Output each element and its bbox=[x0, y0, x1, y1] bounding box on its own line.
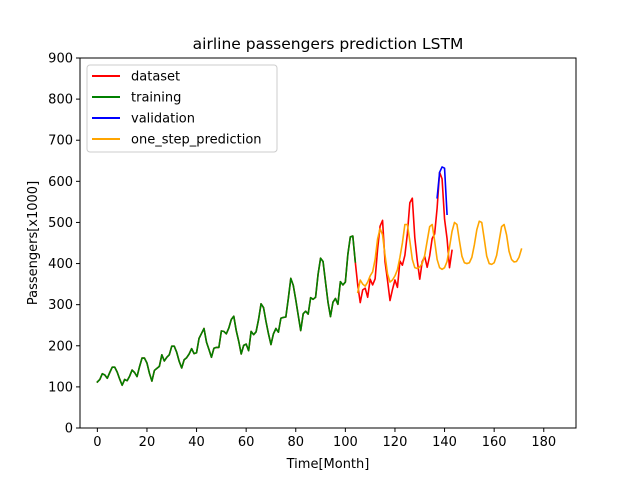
y-tick-label: 300 bbox=[48, 298, 73, 313]
legend-label-dataset: dataset bbox=[131, 70, 180, 85]
series-line-one-step-prediction bbox=[356, 220, 523, 294]
x-tick-label: 160 bbox=[482, 435, 507, 450]
series-layer bbox=[96, 166, 523, 387]
legend-label-training: training bbox=[131, 91, 181, 106]
y-tick-label: 200 bbox=[48, 339, 73, 354]
plot-frame bbox=[79, 57, 577, 429]
y-axis-label: Passengers[x1000] bbox=[26, 181, 41, 305]
chart-title: airline passengers prediction LSTM bbox=[193, 35, 464, 53]
legend-label-validation: validation bbox=[131, 112, 195, 127]
x-tick-label: 20 bbox=[139, 435, 156, 450]
y-axis: 0 100 200 300 400 500 600 700 800 900 bbox=[48, 52, 80, 437]
y-tick-label: 700 bbox=[48, 134, 73, 149]
y-tick-label: 100 bbox=[48, 380, 73, 395]
x-tick-label: 0 bbox=[93, 435, 101, 450]
y-tick-label: 400 bbox=[48, 257, 73, 272]
x-tick-label: 140 bbox=[432, 435, 457, 450]
x-axis-label: Time[Month] bbox=[286, 457, 370, 472]
y-tick-label: 600 bbox=[48, 175, 73, 190]
x-tick-label: 80 bbox=[287, 435, 304, 450]
y-tick-label: 0 bbox=[65, 422, 73, 437]
x-axis: 0 20 40 60 80 100 120 140 160 180 bbox=[93, 428, 556, 450]
legend: dataset training validation one_step_predic… bbox=[86, 64, 278, 153]
y-tick-label: 900 bbox=[48, 52, 73, 67]
axes-layer bbox=[79, 57, 577, 429]
y-tick-label: 500 bbox=[48, 216, 73, 231]
x-tick-label: 120 bbox=[383, 435, 408, 450]
series-line-validation bbox=[436, 166, 448, 216]
series-line-training bbox=[96, 235, 357, 387]
legend-box bbox=[86, 64, 278, 153]
legend-label-one-step-prediction: one_step_prediction bbox=[131, 133, 262, 148]
x-tick-label: 40 bbox=[188, 435, 205, 450]
y-tick-label: 800 bbox=[48, 93, 73, 108]
x-tick-label: 180 bbox=[531, 435, 556, 450]
x-tick-label: 100 bbox=[333, 435, 358, 450]
x-tick-label: 60 bbox=[238, 435, 255, 450]
